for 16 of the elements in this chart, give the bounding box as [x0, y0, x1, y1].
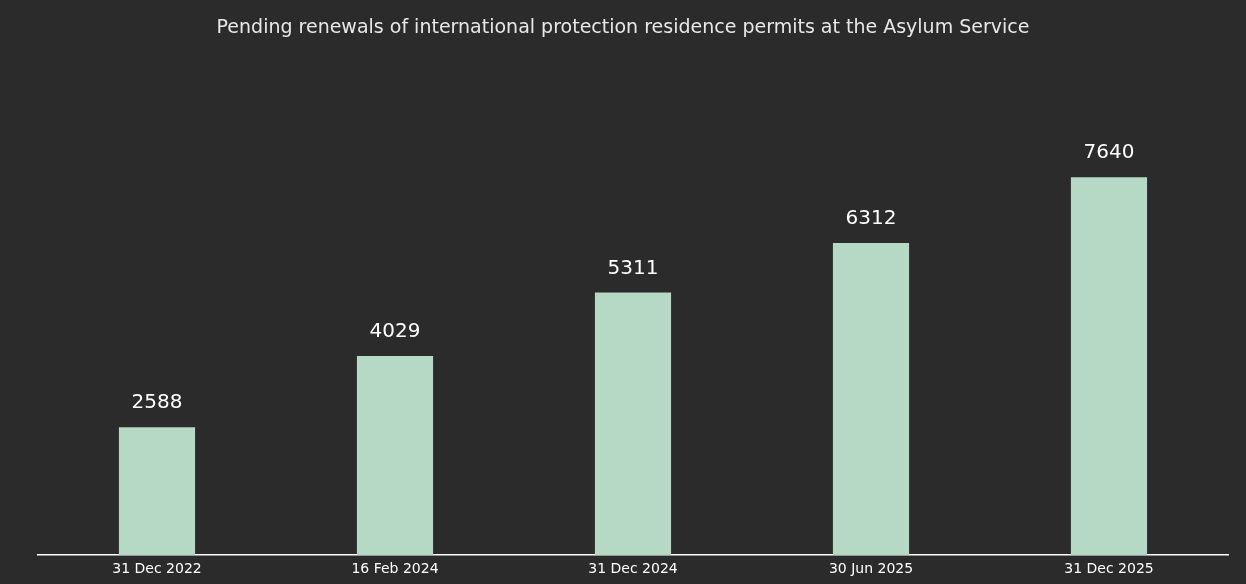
bar [594, 292, 672, 556]
x-tick-label: 31 Dec 2025 [1064, 560, 1154, 577]
x-tick-label: 31 Dec 2024 [588, 560, 678, 577]
data-label: 2588 [131, 389, 183, 414]
data-label: 4029 [369, 318, 421, 343]
data-label: 7640 [1083, 139, 1135, 164]
x-tick-label: 31 Dec 2022 [112, 560, 202, 577]
bar [356, 355, 434, 556]
x-tick-label: 30 Jun 2025 [828, 560, 914, 577]
x-tick-label: 16 Feb 2024 [351, 560, 439, 577]
data-label: 5311 [607, 254, 659, 279]
chart-title: Pending renewals of international protection residence permits at the Asylum Service [216, 14, 1030, 38]
bar [832, 242, 910, 556]
data-label: 6312 [845, 205, 897, 230]
bar [1070, 177, 1148, 556]
bar [118, 427, 196, 556]
